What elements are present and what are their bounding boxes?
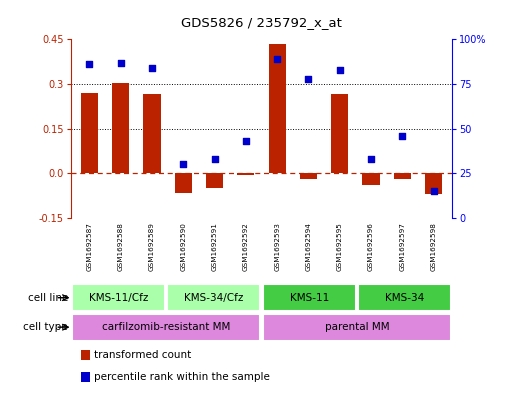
Bar bbox=[72, 314, 260, 341]
Point bbox=[273, 56, 281, 62]
Text: cell type: cell type bbox=[24, 322, 68, 332]
Text: GSM1692596: GSM1692596 bbox=[368, 222, 374, 271]
Point bbox=[85, 61, 94, 68]
Bar bbox=[358, 284, 451, 311]
Text: transformed count: transformed count bbox=[94, 350, 191, 360]
Text: GSM1692593: GSM1692593 bbox=[274, 222, 280, 271]
Text: GSM1692591: GSM1692591 bbox=[212, 222, 218, 271]
Point bbox=[367, 156, 375, 162]
Point bbox=[242, 138, 250, 144]
Bar bbox=[300, 173, 317, 179]
Point bbox=[429, 188, 438, 195]
Bar bbox=[394, 173, 411, 179]
Bar bbox=[72, 284, 165, 311]
Point bbox=[304, 75, 313, 82]
Point bbox=[398, 133, 406, 139]
Bar bbox=[167, 284, 260, 311]
Text: GSM1692587: GSM1692587 bbox=[86, 222, 93, 271]
Bar bbox=[263, 284, 356, 311]
Bar bbox=[362, 173, 380, 185]
Point bbox=[148, 65, 156, 71]
Point bbox=[179, 161, 187, 167]
Bar bbox=[112, 83, 129, 173]
Text: KMS-11: KMS-11 bbox=[290, 293, 329, 303]
Text: GSM1692597: GSM1692597 bbox=[400, 222, 405, 271]
Text: GSM1692594: GSM1692594 bbox=[305, 222, 311, 271]
Text: GSM1692588: GSM1692588 bbox=[118, 222, 123, 271]
Text: carfilzomib-resistant MM: carfilzomib-resistant MM bbox=[102, 322, 230, 332]
Text: parental MM: parental MM bbox=[325, 322, 389, 332]
Text: GSM1692590: GSM1692590 bbox=[180, 222, 186, 271]
Text: GSM1692598: GSM1692598 bbox=[430, 222, 437, 271]
Bar bbox=[268, 44, 286, 173]
Bar bbox=[81, 93, 98, 173]
Text: KMS-34: KMS-34 bbox=[385, 293, 424, 303]
Point bbox=[210, 156, 219, 162]
Bar bbox=[175, 173, 192, 193]
Bar bbox=[206, 173, 223, 188]
Bar bbox=[425, 173, 442, 194]
Text: GSM1692592: GSM1692592 bbox=[243, 222, 249, 271]
Bar bbox=[263, 314, 451, 341]
Text: KMS-11/Cfz: KMS-11/Cfz bbox=[88, 293, 148, 303]
Text: GSM1692595: GSM1692595 bbox=[337, 222, 343, 271]
Point bbox=[117, 59, 125, 66]
Text: GSM1692589: GSM1692589 bbox=[149, 222, 155, 271]
Text: cell line: cell line bbox=[28, 293, 68, 303]
Bar bbox=[237, 173, 255, 175]
Text: percentile rank within the sample: percentile rank within the sample bbox=[94, 372, 270, 382]
Point bbox=[336, 66, 344, 73]
Text: KMS-34/Cfz: KMS-34/Cfz bbox=[184, 293, 244, 303]
Bar bbox=[331, 94, 348, 173]
Bar bbox=[143, 94, 161, 173]
Text: GDS5826 / 235792_x_at: GDS5826 / 235792_x_at bbox=[181, 17, 342, 29]
